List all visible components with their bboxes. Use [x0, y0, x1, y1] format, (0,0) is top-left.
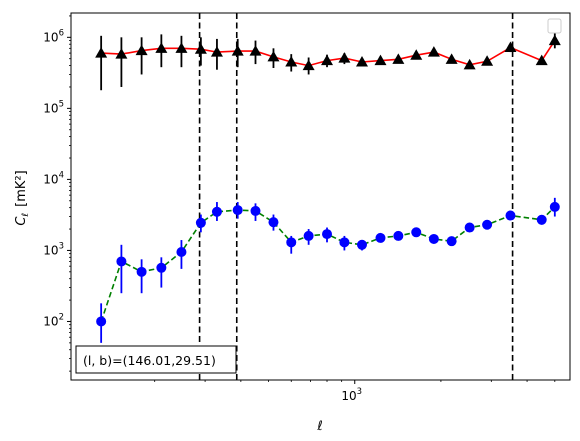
series-2-point [303, 230, 314, 241]
series-2-point [136, 266, 147, 277]
y-axis-label-sub: ℓ [21, 213, 31, 218]
series-2-point [549, 201, 560, 212]
series-1-point [504, 41, 517, 52]
series-1-point [285, 55, 298, 67]
series-1-point [355, 55, 368, 67]
series-2-point [505, 210, 516, 221]
y-tick-label: 106 [43, 28, 64, 44]
annotation-box: (l, b)=(146.01,29.51) [75, 345, 237, 374]
series-2-point [339, 237, 350, 248]
series-2-point [116, 256, 127, 267]
series-1-point [95, 47, 108, 58]
plot-frame [70, 12, 571, 381]
y-tick-label: 102 [43, 312, 64, 328]
series-2-point [375, 232, 386, 243]
series-2-point [176, 247, 187, 258]
series-1-point [135, 44, 148, 56]
series-1-point [155, 42, 168, 53]
y-axis-label: Cℓ [mK²] [14, 170, 31, 225]
series-2-point [268, 217, 279, 228]
y-axis-label-unit: [mK²] [14, 170, 29, 207]
series-2-point [322, 229, 333, 240]
series-2-point [482, 219, 493, 230]
y-axis-label-main: C [14, 216, 29, 226]
series-1-point [445, 53, 458, 64]
legend-box [547, 18, 562, 34]
series-2-point [464, 222, 475, 233]
series-2-point [250, 205, 261, 216]
y-tick-label: 105 [43, 99, 64, 115]
series-1-point [535, 54, 548, 66]
series-1-point [427, 46, 440, 57]
plot-content [95, 13, 561, 380]
series-2-point [232, 205, 243, 216]
series-1-point [410, 49, 423, 60]
series-2-point [156, 262, 167, 273]
series-2-point [211, 206, 222, 217]
series-1-point [374, 54, 387, 66]
series-2-point [446, 236, 457, 247]
axis-ticks: 102 103 104 105 106 103 [43, 15, 556, 403]
series-1-point [194, 43, 207, 54]
series-2-point [96, 316, 107, 327]
x-axis-label: ℓ [316, 419, 322, 434]
y-tick-label: 103 [43, 241, 64, 257]
series-1-point [321, 54, 334, 66]
series-2-point [536, 214, 547, 225]
series-1-point [463, 58, 476, 70]
series-1-point [249, 45, 262, 56]
series-1-point [267, 50, 280, 62]
series-1-point [231, 45, 244, 56]
series-2-point [411, 227, 422, 238]
series-1-point [175, 42, 188, 53]
series-1-point [338, 52, 351, 63]
series-1-point [548, 34, 561, 46]
annotation-text: (l, b)=(146.01,29.51) [83, 353, 216, 368]
series-1-point [302, 59, 315, 71]
y-tick-label: 104 [43, 170, 64, 186]
series-2-point [356, 239, 367, 250]
series-1-point [115, 48, 128, 59]
series-1-point [210, 46, 223, 57]
series-2-point [393, 230, 404, 241]
series-2-point [428, 233, 439, 244]
x-tick-label: 103 [341, 387, 362, 403]
series-2-point [286, 237, 297, 248]
series-2-point [195, 217, 206, 228]
annotation-value: (l, b)=(146.01,29.51) [83, 353, 216, 368]
series-1-point [481, 55, 494, 66]
series-1-point [392, 53, 405, 64]
